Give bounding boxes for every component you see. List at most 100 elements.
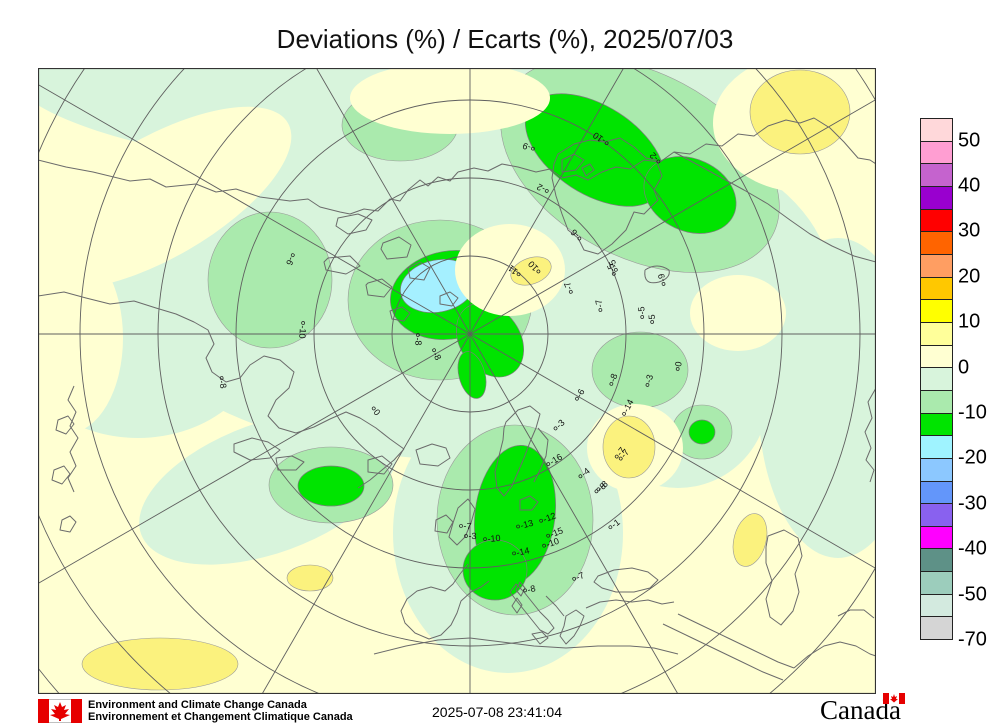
polar-map: -6 -10 -8 0 -8 -8 -9 -10 -2 -2 -6 11 10 -7 -7 -5 -9 -5 -5 5…	[38, 68, 876, 694]
colorbar-swatch	[921, 480, 952, 504]
svg-text:-7: -7	[574, 570, 585, 582]
svg-text:-10: -10	[487, 533, 501, 544]
station-value: -7	[562, 280, 574, 294]
station-value: -14	[512, 545, 530, 558]
colorbar-swatch	[921, 253, 952, 277]
station-value: -7	[593, 299, 605, 312]
colorbar-tick-label: -20	[958, 446, 987, 469]
colorbar-swatch	[921, 163, 952, 186]
org-name-fr: Environnement et Changement Climatique C…	[88, 711, 353, 723]
station-value: -8	[607, 372, 619, 386]
canada-flag-icon	[38, 699, 82, 723]
colorbar-swatch	[921, 525, 952, 549]
svg-text:-10: -10	[297, 325, 308, 339]
colorbar-swatch	[921, 503, 952, 526]
station-value: -10	[297, 321, 308, 339]
map-canvas: -6-10-80-8-8-9-10-2-2-611 10-7-7-5-9-5-55…	[38, 68, 876, 694]
svg-text:-7: -7	[593, 299, 604, 309]
map-frame-border	[38, 68, 876, 694]
svg-text:-5: -5	[636, 306, 647, 315]
station-value: -8	[217, 376, 228, 390]
colorbar-swatch	[921, 321, 952, 345]
station-value: -5	[607, 258, 619, 272]
colorbar-tick-label: 0	[958, 356, 970, 379]
svg-text:-5: -5	[605, 262, 617, 273]
svg-text:-8: -8	[217, 380, 228, 390]
station-value: -9	[521, 141, 535, 153]
station-value: -2	[535, 182, 549, 195]
station-value: -5	[636, 306, 647, 319]
station-value: -6	[574, 387, 587, 401]
colorbar-swatch	[921, 276, 952, 300]
station-value: -15	[546, 525, 565, 539]
colorbar-tick-label: -30	[958, 492, 987, 515]
colorbar-tick-label: 50	[958, 129, 981, 152]
svg-text:-12: -12	[542, 510, 558, 524]
svg-text:-8: -8	[607, 372, 619, 383]
station-value: -8	[523, 583, 536, 595]
svg-text:-7: -7	[562, 280, 574, 291]
colorbar-swatch	[921, 208, 952, 232]
colorbar-swatch	[921, 344, 952, 368]
colorbar-swatch	[921, 231, 952, 254]
colorbar-swatch	[921, 412, 952, 436]
station-value: 0	[371, 406, 382, 417]
colorbar-swatch	[921, 140, 952, 164]
station-value: -13	[516, 518, 534, 531]
station-value: -6	[284, 253, 296, 267]
colorbar-tick-label: -50	[958, 583, 987, 606]
station-value: -3	[643, 373, 655, 387]
station-value: -5	[605, 262, 617, 276]
colorbar-swatch	[921, 389, 952, 413]
colorbar-swatch	[921, 457, 952, 481]
generated-timestamp: 2025-07-08 23:41:04	[432, 704, 562, 720]
colorbar-tick-label: -40	[958, 537, 987, 560]
station-value: -8	[431, 348, 444, 362]
svg-text:-14: -14	[515, 545, 530, 557]
colorbar-swatch	[921, 299, 952, 322]
colorbar-tick-label: -10	[958, 401, 987, 424]
svg-text:-3: -3	[643, 373, 655, 383]
svg-text:-3: -3	[468, 531, 476, 541]
colorbar-swatch	[921, 593, 952, 617]
svg-text:0: 0	[371, 407, 382, 417]
colorbar	[920, 118, 953, 640]
svg-text:5: 5	[647, 314, 657, 320]
station-value: -10	[483, 533, 501, 544]
org-name-en: Environment and Climate Change Canada	[88, 699, 307, 711]
svg-text:-10: -10	[545, 536, 561, 550]
colorbar-swatch	[921, 367, 952, 390]
svg-text:-9: -9	[656, 272, 668, 282]
wordmark-flag-icon	[882, 693, 905, 704]
station-value: 0	[673, 361, 684, 371]
colorbar-swatch	[921, 435, 952, 458]
svg-text:-6: -6	[284, 255, 296, 266]
station-value: -7	[572, 570, 586, 582]
colorbar-swatch	[921, 571, 952, 594]
colorbar-tick-label: 40	[958, 174, 981, 197]
svg-text:-7: -7	[463, 521, 471, 531]
colorbar-tick-label: 20	[958, 265, 981, 288]
page-title: Deviations (%) / Ecarts (%), 2025/07/03	[276, 24, 734, 54]
station-value: -12	[539, 510, 558, 524]
svg-text:0: 0	[673, 361, 684, 368]
station-value: -8	[413, 333, 423, 346]
svg-text:-15: -15	[549, 525, 565, 539]
station-value: 5	[647, 314, 657, 324]
colorbar-tick-label: -70	[958, 628, 987, 651]
station-value: -10	[542, 536, 561, 550]
svg-text:-9: -9	[521, 141, 532, 153]
station-value: -7	[459, 521, 472, 531]
org-name: Environment and Climate Change Canada En…	[88, 699, 353, 723]
svg-text:-8: -8	[526, 583, 536, 595]
colorbar-swatch	[921, 119, 952, 141]
svg-text:-8: -8	[431, 350, 444, 362]
station-value: -3	[464, 531, 477, 541]
coastlines	[38, 117, 876, 681]
colorbar-tick-label: 10	[958, 310, 981, 333]
colorbar-labels: 50 40 30 20 10 0 -10 -20 -30 -40 -50 -70	[958, 118, 1000, 650]
svg-text:-6: -6	[574, 387, 587, 399]
band-0-to-plus5	[38, 68, 876, 492]
svg-text:-2: -2	[535, 182, 547, 195]
canada-wordmark: Canada	[820, 693, 905, 726]
